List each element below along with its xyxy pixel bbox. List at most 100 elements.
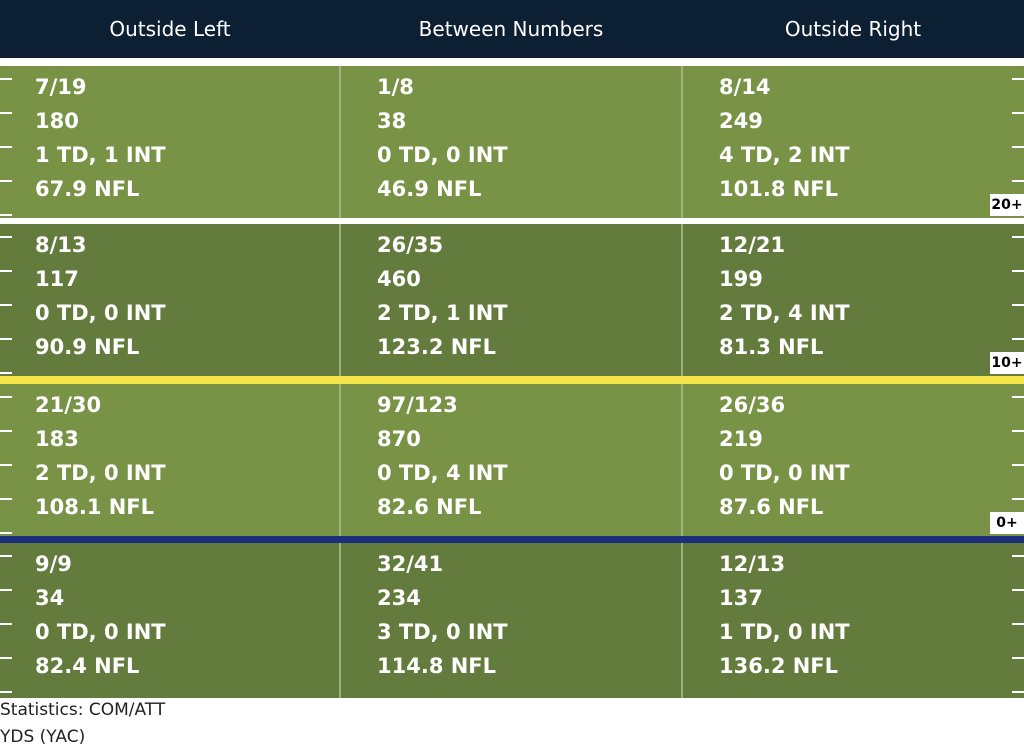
yard-hash-mark (1012, 146, 1024, 148)
stat-com-att: 21/30 (35, 393, 102, 417)
yard-hash-mark (0, 691, 12, 693)
stat-yards: 870 (377, 427, 421, 451)
column-header-bar: Outside Left Between Numbers Outside Rig… (0, 0, 1024, 58)
yard-hash-mark (0, 532, 12, 534)
stat-nfl-rating: 87.6 NFL (719, 495, 824, 519)
field-zone-band (0, 543, 1024, 698)
field-zone-band (0, 224, 1024, 376)
stat-td-int: 1 TD, 1 INT (35, 143, 166, 167)
yard-hash-mark (1012, 555, 1024, 557)
stat-com-att: 97/123 (377, 393, 458, 417)
stat-com-att: 8/13 (35, 233, 87, 257)
yard-hash-mark (0, 236, 12, 238)
yard-hash-mark (0, 180, 12, 182)
stat-td-int: 0 TD, 0 INT (719, 461, 850, 485)
stat-yards: 460 (377, 267, 421, 291)
zone-stat-cell: 7/19 180 1 TD, 1 INT 67.9 NFL (35, 70, 166, 206)
yard-hash-mark (1012, 270, 1024, 272)
zone-stat-cell: 97/123 870 0 TD, 4 INT 82.6 NFL (377, 388, 508, 524)
yard-hash-mark (1012, 112, 1024, 114)
stat-yards: 38 (377, 109, 407, 133)
yard-hash-mark (1012, 78, 1024, 80)
column-header-between-numbers: Between Numbers (418, 17, 604, 41)
stat-td-int: 0 TD, 0 INT (377, 143, 508, 167)
stat-yards: 137 (719, 586, 763, 610)
zone-stat-cell: 12/21 199 2 TD, 4 INT 81.3 NFL (719, 228, 850, 364)
yard-hash-mark (1012, 430, 1024, 432)
yard-hash-mark (0, 623, 12, 625)
stat-nfl-rating: 108.1 NFL (35, 495, 155, 519)
column-header-outside-left: Outside Left (109, 17, 231, 41)
zone-stat-cell: 8/14 249 4 TD, 2 INT 101.8 NFL (719, 70, 850, 206)
zone-stat-cell: 26/36 219 0 TD, 0 INT 87.6 NFL (719, 388, 850, 524)
stat-td-int: 0 TD, 4 INT (377, 461, 508, 485)
yard-hash-mark (1012, 657, 1024, 659)
stat-com-att: 12/21 (719, 233, 786, 257)
yard-hash-mark (0, 270, 12, 272)
zone-stat-cell: 26/35 460 2 TD, 1 INT 123.2 NFL (377, 228, 508, 364)
yard-hash-mark (0, 657, 12, 659)
stat-nfl-rating: 114.8 NFL (377, 654, 497, 678)
yard-zone-label: 10+ (990, 352, 1024, 374)
stat-nfl-rating: 82.6 NFL (377, 495, 482, 519)
zone-stat-cell: 8/13 117 0 TD, 0 INT 90.9 NFL (35, 228, 166, 364)
yard-hash-mark (0, 338, 12, 340)
stat-com-att: 32/41 (377, 552, 444, 576)
stat-nfl-rating: 46.9 NFL (377, 177, 482, 201)
yard-zone-label: 0+ (990, 512, 1024, 534)
stat-com-att: 12/13 (719, 552, 786, 576)
field-zone-band (0, 384, 1024, 536)
yard-zone-label: 20+ (990, 194, 1024, 216)
stat-nfl-rating: 90.9 NFL (35, 335, 140, 359)
yard-hash-mark (0, 112, 12, 114)
stat-td-int: 2 TD, 4 INT (719, 301, 850, 325)
yard-hash-mark (0, 146, 12, 148)
yard-hash-mark (0, 464, 12, 466)
stat-td-int: 2 TD, 1 INT (377, 301, 508, 325)
stat-com-att: 8/14 (719, 75, 771, 99)
yard-hash-mark (0, 372, 12, 374)
yard-hash-mark (1012, 498, 1024, 500)
zone-stat-cell: 32/41 234 3 TD, 0 INT 114.8 NFL (377, 547, 508, 683)
zone-stat-cell: 21/30 183 2 TD, 0 INT 108.1 NFL (35, 388, 166, 524)
stat-td-int: 0 TD, 0 INT (35, 301, 166, 325)
yard-hash-mark (0, 589, 12, 591)
yard-hash-mark (0, 430, 12, 432)
yard-hash-mark (1012, 180, 1024, 182)
column-header-outside-right: Outside Right (784, 17, 922, 41)
yard-hash-mark (0, 78, 12, 80)
stat-com-att: 1/8 (377, 75, 414, 99)
stat-td-int: 0 TD, 0 INT (35, 620, 166, 644)
yard-hash-mark (0, 498, 12, 500)
stat-yards: 180 (35, 109, 79, 133)
stat-yards: 219 (719, 427, 763, 451)
yard-line-0 (0, 536, 1024, 543)
stat-com-att: 26/36 (719, 393, 786, 417)
field-zone-band (0, 66, 1024, 218)
zone-stat-cell: 9/9 34 0 TD, 0 INT 82.4 NFL (35, 547, 166, 683)
stat-nfl-rating: 82.4 NFL (35, 654, 140, 678)
yard-hash-mark (0, 304, 12, 306)
yard-hash-mark (1012, 304, 1024, 306)
stat-yards: 183 (35, 427, 79, 451)
legend-line-yds: YDS (YAC) (0, 727, 86, 747)
football-field-chart: 7/19 180 1 TD, 1 INT 67.9 NFL 1/8 38 0 TD, 0 I… (0, 58, 1024, 698)
yard-hash-mark (1012, 338, 1024, 340)
stat-yards: 34 (35, 586, 65, 610)
yard-hash-mark (1012, 589, 1024, 591)
stat-nfl-rating: 136.2 NFL (719, 654, 839, 678)
yard-line-10 (0, 376, 1024, 384)
stat-yards: 234 (377, 586, 421, 610)
stat-yards: 117 (35, 267, 79, 291)
stat-nfl-rating: 101.8 NFL (719, 177, 839, 201)
stat-td-int: 3 TD, 0 INT (377, 620, 508, 644)
stat-yards: 249 (719, 109, 763, 133)
yard-hash-mark (0, 214, 12, 216)
stat-td-int: 4 TD, 2 INT (719, 143, 850, 167)
yard-line-20 (0, 218, 1024, 224)
stat-td-int: 1 TD, 0 INT (719, 620, 850, 644)
yard-hash-mark (0, 396, 12, 398)
stat-td-int: 2 TD, 0 INT (35, 461, 166, 485)
zone-stat-cell: 12/13 137 1 TD, 0 INT 136.2 NFL (719, 547, 850, 683)
yard-hash-mark (1012, 691, 1024, 693)
